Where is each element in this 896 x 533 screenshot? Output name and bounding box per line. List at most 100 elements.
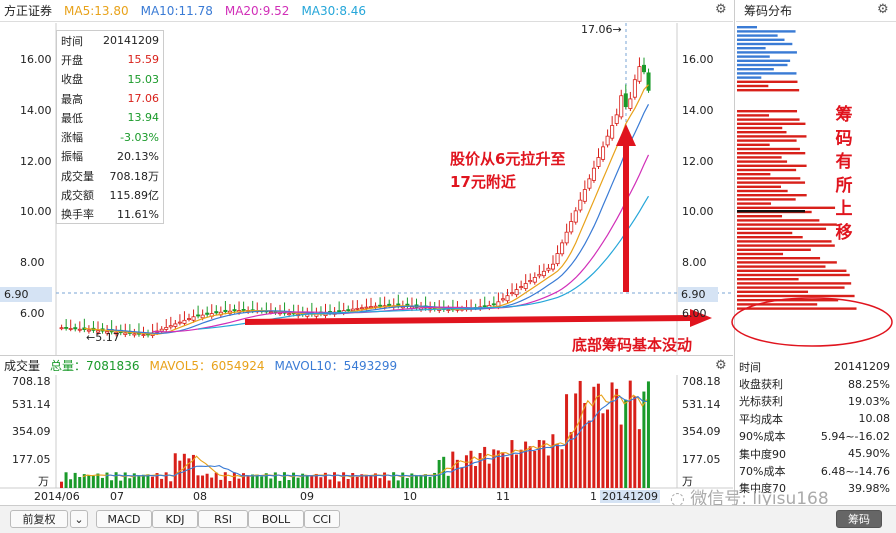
volume-gear-icon[interactable]: ⚙ bbox=[715, 358, 727, 373]
volume-bar bbox=[464, 455, 468, 488]
chip-bar bbox=[737, 126, 783, 130]
price-tick: 12.00 bbox=[682, 154, 714, 168]
chip-gear-icon[interactable]: ⚙ bbox=[877, 2, 889, 17]
chip-bar bbox=[737, 240, 832, 243]
candle-body bbox=[500, 298, 505, 301]
volume-bar bbox=[492, 449, 496, 488]
tab-kdj[interactable]: KDJ bbox=[152, 510, 198, 528]
gear-icon[interactable]: ⚙ bbox=[715, 2, 727, 17]
chip-bar bbox=[737, 122, 806, 125]
volume-bar bbox=[601, 413, 605, 488]
candle-body bbox=[551, 263, 556, 270]
chip-bar bbox=[737, 231, 793, 235]
candle-body bbox=[605, 135, 610, 146]
volume-bar bbox=[173, 453, 177, 488]
ma-line bbox=[152, 154, 650, 333]
bottom-annotation: 底部筹码基本没动 bbox=[572, 336, 693, 354]
candle-body bbox=[528, 280, 533, 283]
infobox-row: 涨幅 -3.03% bbox=[57, 127, 163, 146]
candle-body bbox=[446, 309, 451, 311]
candle-body bbox=[182, 319, 187, 324]
stats-row: 收盘获利 88.25% bbox=[736, 375, 893, 392]
volume-bar bbox=[123, 472, 127, 488]
volume-bar bbox=[637, 429, 641, 488]
volume-bar bbox=[273, 472, 277, 488]
volume-bar bbox=[410, 473, 414, 488]
stats-value: 20141209 bbox=[834, 360, 890, 374]
volume-bar bbox=[396, 480, 400, 488]
chip-bar bbox=[737, 51, 797, 54]
infobox-key: 换手率 bbox=[61, 208, 94, 222]
volume-bar bbox=[574, 393, 578, 488]
price-tick: 16.00 bbox=[682, 53, 714, 66]
tab-boll[interactable]: BOLL bbox=[248, 510, 304, 528]
chevron-down-icon[interactable]: ⌄ bbox=[70, 510, 88, 528]
infobox-value: 20.13% bbox=[117, 149, 159, 163]
date-label: 20141209 bbox=[600, 490, 660, 503]
ma-line bbox=[198, 195, 650, 330]
stats-row: 光标获利 19.03% bbox=[736, 393, 893, 410]
volume-bar bbox=[191, 454, 195, 488]
volume-bar bbox=[569, 432, 573, 488]
price-tick: 8.00 bbox=[20, 256, 45, 270]
volume-bar bbox=[364, 474, 368, 488]
stats-key: 时间 bbox=[739, 360, 761, 374]
chips-up-char: 移 bbox=[835, 222, 853, 243]
volume-bar bbox=[455, 459, 459, 488]
chip-bar bbox=[737, 223, 837, 226]
ma30-label: MA30:8.46 bbox=[301, 3, 367, 18]
tab-macd[interactable]: MACD bbox=[96, 510, 152, 528]
tab-rsi[interactable]: RSI bbox=[198, 510, 248, 528]
chip-bar bbox=[737, 160, 788, 163]
candle-body bbox=[287, 313, 292, 316]
volume-bar bbox=[178, 460, 182, 488]
ma-line bbox=[107, 104, 650, 335]
chip-bar bbox=[737, 135, 807, 138]
stock-name: 方正证券 bbox=[4, 4, 53, 18]
chips-up-char: 码 bbox=[835, 128, 853, 149]
infobox-key: 成交额 bbox=[61, 189, 94, 203]
candle-body bbox=[168, 325, 173, 328]
chip-bar bbox=[737, 55, 770, 58]
candle-body bbox=[177, 321, 182, 324]
volume-tick: 354.09 bbox=[682, 425, 721, 438]
ma5-label: MA5:13.80 bbox=[64, 3, 129, 18]
chips-up-char: 所 bbox=[835, 175, 853, 196]
candle-body bbox=[541, 270, 546, 277]
volume-bar bbox=[201, 475, 205, 488]
fuquan-select[interactable]: 前复权 bbox=[10, 510, 68, 528]
stats-row: 集中度70 39.98% bbox=[736, 480, 893, 497]
volume-bar bbox=[164, 472, 168, 488]
volume-bar bbox=[610, 382, 614, 488]
candle-body bbox=[359, 307, 364, 310]
volume-bar bbox=[615, 388, 619, 488]
ma10-label: MA10:11.78 bbox=[140, 3, 213, 18]
watermark-text: 微信号: liyisu168 bbox=[690, 489, 829, 509]
candle-body bbox=[337, 310, 342, 313]
stats-row: 平均成本 10.08 bbox=[736, 410, 893, 427]
chip-button[interactable]: 筹码 bbox=[836, 510, 882, 528]
volume-tick: 177.05 bbox=[682, 453, 721, 466]
volume-tick: 万 bbox=[682, 475, 693, 488]
chip-bar bbox=[737, 139, 797, 142]
volume-bar bbox=[251, 474, 255, 488]
chip-bar bbox=[737, 198, 796, 201]
chips-up-char: 上 bbox=[835, 199, 853, 219]
volume-bar bbox=[501, 453, 505, 488]
volume-bar bbox=[305, 475, 309, 488]
infobox-key: 最低 bbox=[61, 111, 83, 125]
tab-cci[interactable]: CCI bbox=[304, 510, 340, 528]
stats-key: 集中度90 bbox=[739, 447, 786, 461]
chip-bar bbox=[737, 152, 806, 155]
candle-body bbox=[623, 93, 628, 108]
infobox-row: 最低 13.94 bbox=[57, 108, 163, 127]
volume-bar bbox=[560, 449, 564, 488]
chip-bar bbox=[737, 26, 757, 29]
price-tick: 6.00 bbox=[682, 307, 707, 320]
chips-up-annotation: 筹码有所上移 bbox=[834, 104, 854, 245]
candle-body bbox=[77, 328, 82, 331]
candle-body bbox=[364, 306, 369, 309]
candle-body bbox=[355, 307, 360, 310]
chip-bar bbox=[737, 68, 774, 71]
volume-bar bbox=[187, 458, 191, 488]
